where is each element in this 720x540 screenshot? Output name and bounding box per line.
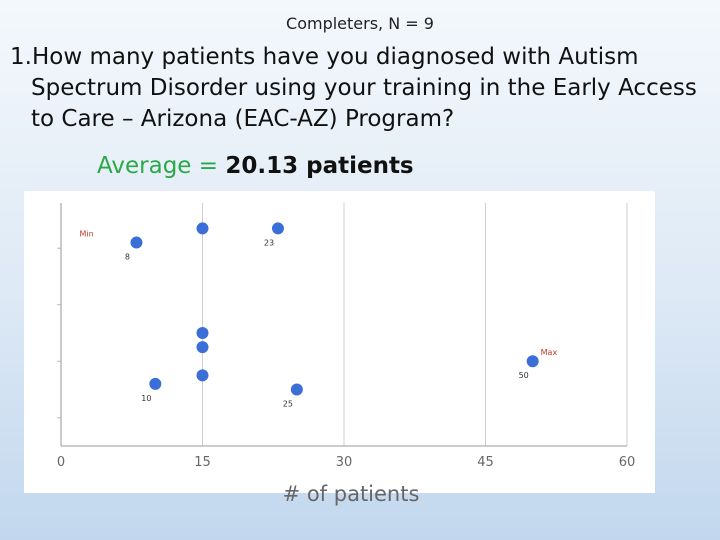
data-label: 50	[519, 371, 529, 380]
question-text: 1.How many patients have you diagnosed w…	[10, 42, 715, 134]
x-tick-label: 0	[57, 455, 65, 470]
question-line-rest: Spectrum Disorder using your training in…	[31, 74, 697, 132]
x-tick-label: 45	[477, 455, 494, 470]
slide-subtitle: Completers, N = 9	[286, 14, 434, 33]
data-point	[196, 341, 209, 354]
data-label: 10	[141, 394, 151, 403]
x-axis-label: # of patients	[282, 482, 420, 506]
average-value: 20.13 patients	[225, 153, 414, 179]
data-point	[130, 236, 143, 249]
data-point	[149, 377, 162, 390]
data-label: 8	[125, 253, 130, 262]
scatter-chart: 0 15 30 45 60 8 Min 23 10 25 50 Max	[24, 191, 655, 493]
data-point	[290, 383, 303, 396]
average-line: Average = 20.13 patients	[97, 153, 414, 179]
data-label: 25	[283, 399, 293, 408]
data-point	[271, 222, 284, 235]
data-point	[526, 355, 539, 368]
question-line-1: How many patients have you diagnosed wit…	[31, 44, 639, 70]
min-annotation: Min	[79, 230, 93, 239]
average-label: Average =	[97, 153, 226, 179]
x-tick-label: 15	[194, 455, 211, 470]
data-point	[196, 326, 209, 339]
data-label: 23	[264, 238, 274, 247]
x-tick-label: 30	[336, 455, 353, 470]
data-point	[196, 222, 209, 235]
x-tick-label: 60	[619, 455, 636, 470]
question-number: 1.	[10, 44, 32, 70]
scatter-plot-svg: 0 15 30 45 60 8 Min 23 10 25 50 Max	[57, 203, 636, 470]
max-annotation: Max	[541, 348, 558, 357]
data-point	[196, 369, 209, 382]
